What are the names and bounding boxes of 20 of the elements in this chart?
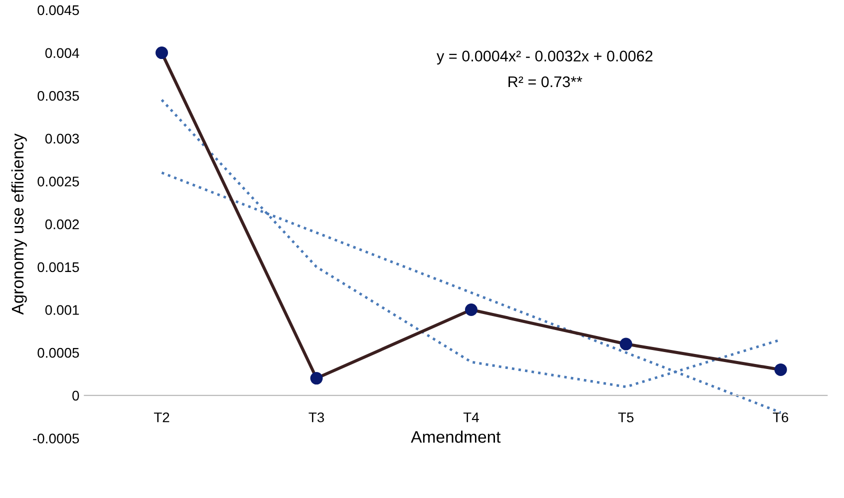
- x-tick-label: T4: [463, 412, 479, 422]
- y-tick-label: -0.0005: [33, 434, 79, 444]
- annotation: R² = 0.73**: [508, 76, 582, 88]
- y-tick-label: 0.0035: [38, 90, 79, 101]
- y-tick-label: 0.0025: [38, 176, 79, 186]
- y-tick-label: 0.0045: [38, 5, 79, 16]
- y-tick-label: 0.001: [45, 305, 79, 315]
- x-tick-label: T5: [618, 412, 634, 422]
- y-tick-label: 0.002: [45, 219, 79, 230]
- annotation: y = 0.0004x² - 0.0032x + 0.0062: [436, 50, 652, 65]
- y-tick-label: 0: [72, 390, 79, 401]
- y-tick-label: 0.0015: [38, 262, 79, 272]
- x-tick-label: T3: [308, 412, 324, 422]
- x-tick-label: T2: [154, 412, 170, 422]
- y-axis-title: Agronomy use efficiency: [11, 133, 27, 315]
- y-tick-label: 0.004: [45, 48, 80, 58]
- x-axis-title: Amendment: [410, 430, 501, 443]
- x-tick-label: T6: [772, 412, 788, 422]
- y-tick-label: 0.003: [45, 134, 79, 144]
- y-tick-label: 0.0005: [38, 348, 79, 358]
